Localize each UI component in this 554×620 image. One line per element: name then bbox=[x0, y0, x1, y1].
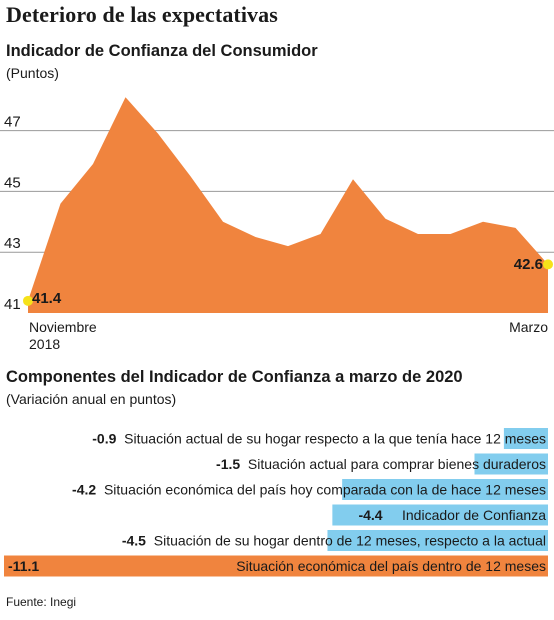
confidence-area bbox=[28, 97, 548, 313]
x-label-start: Noviembre 2018 bbox=[29, 319, 101, 352]
first-point-label: 41.4 bbox=[32, 290, 62, 307]
bar-label: -4.4 Indicador de Confianza bbox=[358, 507, 546, 523]
x-label-end: Marzo bbox=[509, 319, 548, 335]
y-tick-label: 47 bbox=[4, 114, 21, 131]
bar-value-label: -4.4 bbox=[358, 507, 382, 523]
bar-value-label: -11.1 bbox=[8, 558, 39, 574]
bar bbox=[503, 428, 548, 449]
last-point-label: 42.6 bbox=[514, 256, 543, 273]
bar-value-label: -0.9 bbox=[92, 431, 116, 447]
last-point-marker bbox=[543, 259, 553, 270]
y-tick-labels: 41 43 45 47 bbox=[4, 114, 21, 313]
bar-chart-title: Componentes del Indicador de Confianza a… bbox=[6, 368, 463, 386]
bar-value-label: -4.5 bbox=[122, 533, 146, 549]
bar-labels: -0.9 Situación actual de su hogar respec… bbox=[8, 431, 546, 575]
y-tick-label: 45 bbox=[4, 174, 21, 191]
x-label-start-line1: Noviembre bbox=[29, 319, 97, 335]
bar bbox=[4, 555, 548, 577]
line-chart-title: Indicador de Confianza del Consumidor bbox=[6, 42, 318, 60]
bar bbox=[342, 479, 548, 500]
bar bbox=[332, 504, 548, 526]
y-tick-label: 43 bbox=[4, 235, 21, 252]
x-label-start-line2: 2018 bbox=[29, 336, 60, 352]
bar bbox=[474, 453, 548, 475]
bars bbox=[4, 428, 548, 577]
consumer-confidence-area-chart: 41 43 45 47 41.4 42.6 Noviembre 2018 Marzo bbox=[0, 97, 554, 352]
bar-category-label: Situación actual de su hogar respecto a … bbox=[116, 431, 546, 447]
bar-value-label: -4.2 bbox=[72, 482, 96, 498]
bar-label: -4.2 Situación económica del país hoy co… bbox=[72, 482, 546, 498]
bar-category-label: Situación actual para comprar bienes dur… bbox=[240, 456, 546, 472]
line-chart-unit: (Puntos) bbox=[6, 65, 59, 81]
bar-label: -1.5 Situación actual para comprar biene… bbox=[216, 456, 546, 472]
bar-category-label: Situación económica del país hoy compara… bbox=[96, 482, 546, 498]
bar-category-label: Situación económica del país dentro de 1… bbox=[236, 558, 546, 574]
bar-category-label: Indicador de Confianza bbox=[383, 507, 547, 523]
bar-label: -4.5 Situación de su hogar dentro de 12 … bbox=[122, 533, 546, 549]
bar-label: -0.9 Situación actual de su hogar respec… bbox=[92, 431, 546, 447]
headline: Deterioro de las expectativas bbox=[6, 2, 278, 27]
bar-chart-unit: (Variación anual en puntos) bbox=[6, 391, 177, 407]
bar bbox=[327, 530, 548, 551]
bar-category-label: Situación de su hogar dentro de 12 meses… bbox=[146, 533, 546, 549]
y-tick-label: 41 bbox=[4, 296, 21, 313]
first-point-marker bbox=[23, 295, 33, 306]
source-note: Fuente: Inegi bbox=[6, 595, 77, 609]
bar-value-label: -1.5 bbox=[216, 456, 240, 472]
